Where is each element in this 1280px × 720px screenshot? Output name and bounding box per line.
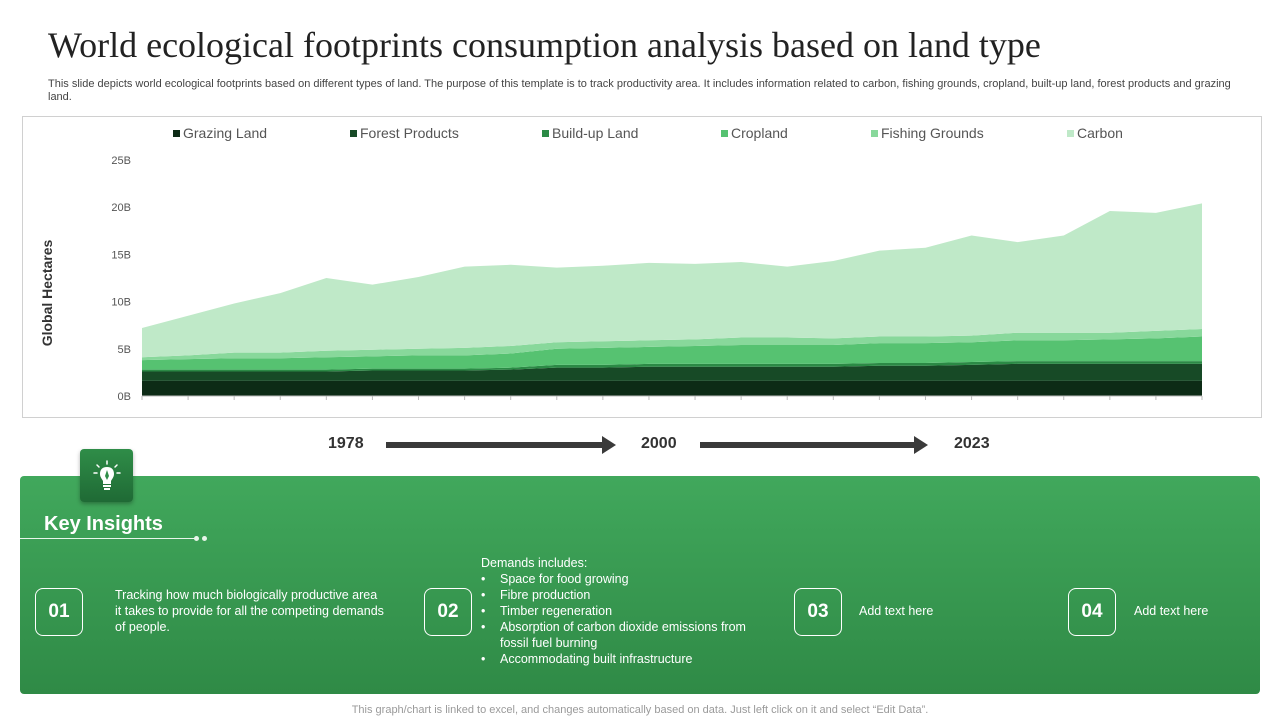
divider-dot: [194, 536, 199, 541]
insight-text-4[interactable]: Add text here: [1134, 604, 1209, 618]
demands-list: Space for food growing Fibre production …: [481, 571, 751, 667]
list-item: Accommodating built infrastructure: [481, 651, 751, 667]
list-item: Absorption of carbon dioxide emissions f…: [481, 619, 751, 651]
area-series-cropland[interactable]: [142, 336, 1202, 370]
key-insights-title: Key Insights: [44, 513, 163, 535]
insight-intro: Demands includes:: [481, 556, 588, 570]
y-tick-label: 20B: [111, 202, 131, 214]
area-series-forest-products[interactable]: [142, 363, 1202, 381]
divider-dot: [202, 536, 207, 541]
y-tick-label: 15B: [111, 249, 131, 261]
legend-swatch: [721, 130, 728, 137]
legend-label: Forest Products: [360, 125, 459, 141]
page-subtitle: This slide depicts world ecological foot…: [48, 78, 1231, 103]
y-axis-label: Global Hectares: [39, 239, 55, 346]
page-title: World ecological footprints consumption …: [48, 25, 1041, 65]
timeline-year-end: 2023: [954, 435, 990, 452]
footer-note: This graph/chart is linked to excel, and…: [351, 704, 929, 716]
timeline-arrow-1: [386, 436, 616, 454]
y-tick-label: 25B: [111, 155, 131, 167]
legend-swatch: [1067, 130, 1074, 137]
timeline-arrow-2: [700, 436, 928, 454]
legend-label: Fishing Grounds: [881, 125, 984, 141]
area-chart[interactable]: Grazing Land Forest Products Build-up Land…: [22, 116, 1262, 418]
legend-swatch: [173, 130, 180, 137]
chart-areas: [142, 203, 1202, 396]
lightbulb-pen-icon: [80, 449, 133, 502]
list-item: Fibre production: [481, 587, 751, 603]
list-item: Space for food growing: [481, 571, 751, 587]
legend-label: Carbon: [1077, 125, 1123, 141]
insight-number-4: 04: [1068, 588, 1116, 636]
timeline: 1978 2000 2023: [0, 430, 1280, 460]
legend-swatch: [542, 130, 549, 137]
x-axis: [141, 395, 1203, 400]
y-axis: 0B 5B 10B 15B 20B 25B: [111, 155, 131, 403]
insight-text-2: Demands includes: Space for food growing…: [481, 555, 751, 667]
insight-number-1: 01: [35, 588, 83, 636]
timeline-year-start: 1978: [328, 435, 364, 452]
area-series-carbon[interactable]: [142, 203, 1202, 358]
area-series-grazing-land[interactable]: [142, 380, 1202, 396]
timeline-year-mid: 2000: [641, 435, 677, 452]
area-series-build-up-land[interactable]: [142, 361, 1202, 372]
legend-label: Build-up Land: [552, 125, 638, 141]
chart-svg: Grazing Land Forest Products Build-up Land…: [39, 125, 1203, 403]
insight-text-1: Tracking how much biologically productiv…: [115, 588, 384, 634]
insight-number-2: 02: [424, 588, 472, 636]
insight-text-3[interactable]: Add text here: [859, 604, 934, 618]
legend-swatch: [350, 130, 357, 137]
legend-label: Cropland: [731, 125, 788, 141]
divider: [20, 538, 196, 539]
legend-swatch: [871, 130, 878, 137]
y-tick-label: 0B: [118, 391, 131, 403]
y-tick-label: 10B: [111, 297, 131, 309]
list-item: Timber regeneration: [481, 603, 751, 619]
chart-legend: Grazing Land Forest Products Build-up Land…: [173, 125, 1123, 141]
insight-number-3: 03: [794, 588, 842, 636]
legend-label: Grazing Land: [183, 125, 267, 141]
area-series-fishing-grounds[interactable]: [142, 328, 1202, 361]
y-tick-label: 5B: [118, 344, 131, 356]
